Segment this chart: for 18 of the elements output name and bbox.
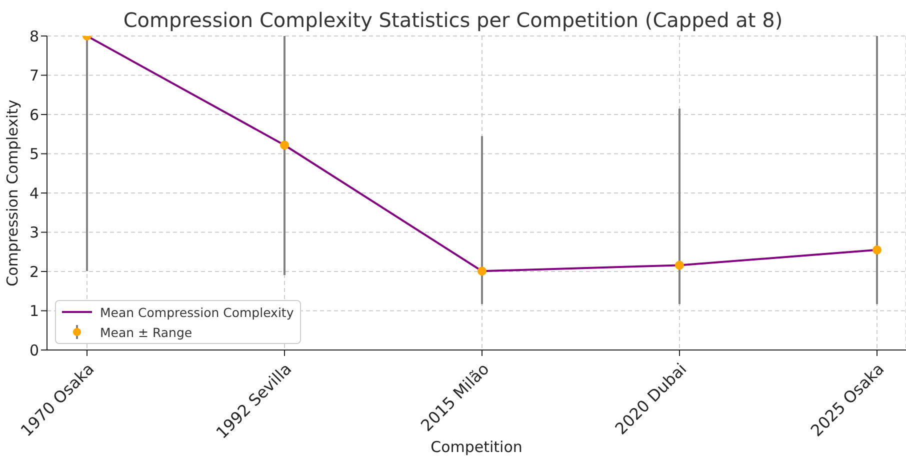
y-tick-label: 6: [29, 106, 39, 124]
y-tick-label: 4: [29, 184, 39, 202]
y-tick-label: 0: [29, 341, 39, 360]
legend-label: Mean ± Range: [100, 324, 192, 340]
y-tick-label: 3: [29, 224, 39, 242]
y-tick-label: 5: [29, 145, 39, 164]
point: [675, 260, 684, 270]
legend-label: Mean Compression Complexity: [100, 304, 294, 320]
y-tick-label: 7: [29, 66, 39, 85]
x-axis-title: Competition: [430, 438, 522, 456]
point: [872, 245, 882, 254]
y-axis-title: Compression Complexity: [3, 99, 22, 286]
y-tick-label: 1: [29, 302, 39, 320]
chart-title: Compression Complexity Statistics per Competition (Capped at 8): [123, 8, 783, 32]
point: [478, 266, 486, 276]
y-tick-label: 8: [29, 27, 39, 46]
point: [280, 140, 289, 150]
y-tick-label: 2: [29, 262, 39, 281]
